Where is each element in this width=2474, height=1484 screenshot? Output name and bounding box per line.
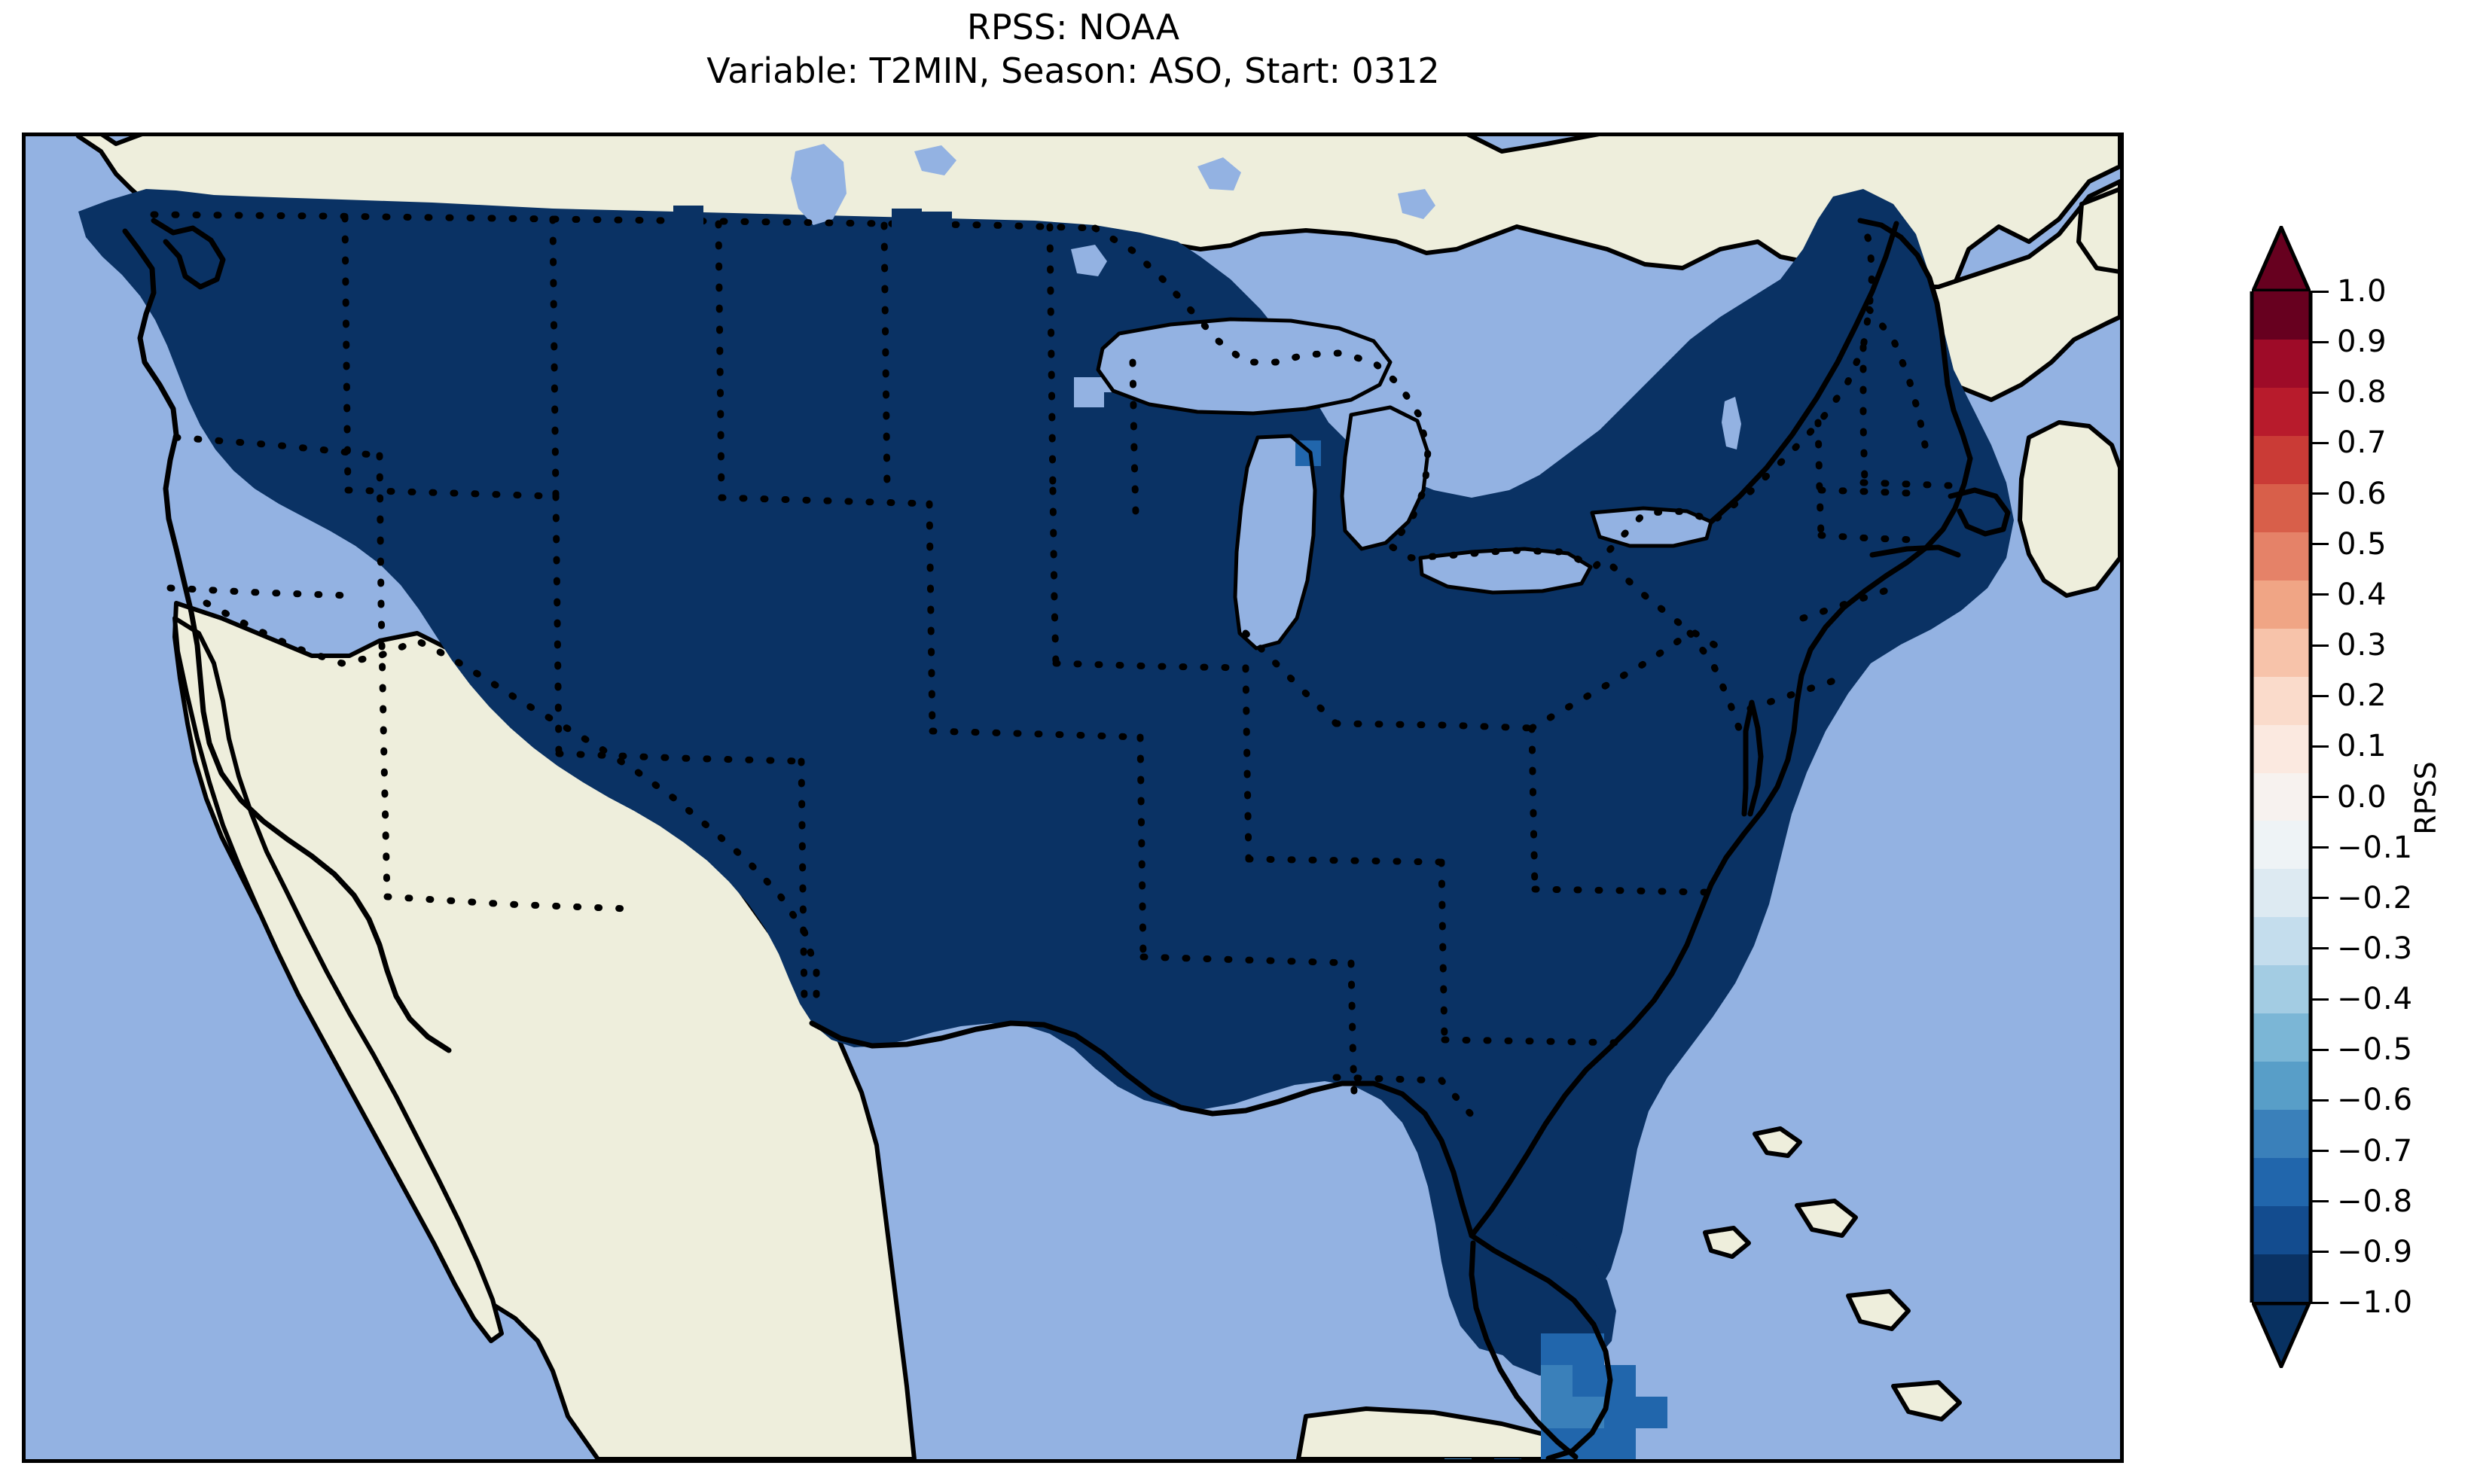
colorbar-tick-label: 0.6	[2337, 476, 2387, 511]
colorbar-tick-label: −0.6	[2337, 1083, 2414, 1118]
colorbar-segment	[2252, 965, 2311, 1014]
colorbar-tick-label: −0.1	[2337, 830, 2414, 865]
colorbar-tick	[2311, 897, 2329, 900]
colorbar-tick-label: 0.1	[2337, 729, 2387, 764]
colorbar-tick-label: 0.9	[2337, 325, 2387, 360]
colorbar-segment	[2252, 1110, 2311, 1159]
land-bahamas-2	[1795, 1199, 1858, 1238]
colorbar-segment	[2252, 1206, 2311, 1255]
colorbar-segment	[2252, 772, 2311, 822]
colorbar-tick	[2311, 1150, 2329, 1153]
colorbar-tick	[2311, 593, 2329, 596]
lake-superior	[1098, 319, 1390, 413]
colorbar-tick	[2311, 745, 2329, 748]
colorbar-tick	[2311, 694, 2329, 697]
colorbar-tick	[2311, 492, 2329, 495]
lake-huron	[1342, 407, 1428, 549]
lake-patch-canada-1	[1197, 157, 1241, 190]
data-cells-border-edge	[673, 206, 952, 231]
colorbar-segment	[2252, 1062, 2311, 1111]
colorbar-segment	[2252, 532, 2311, 581]
colorbar-tick-label: −0.9	[2337, 1234, 2414, 1269]
colorbar-segment	[2252, 435, 2311, 485]
colorbar-tick	[2311, 1200, 2329, 1203]
colorbar-tick-label: −0.7	[2337, 1133, 2414, 1169]
colorbar-tick-label: 0.8	[2337, 375, 2387, 410]
colorbar-gradient	[2252, 291, 2311, 1303]
figure-title: RPSS: NOAA Variable: T2MIN, Season: ASO,…	[0, 6, 2146, 93]
lake-ontario	[1592, 508, 1711, 546]
colorbar-segment	[2252, 917, 2311, 966]
colorbar-tick	[2311, 391, 2329, 394]
colorbar-tick	[2311, 340, 2329, 343]
lake-winnipeg	[791, 144, 847, 225]
colorbar-tick-label: 0.7	[2337, 425, 2387, 461]
title-line-1: RPSS: NOAA	[966, 7, 1180, 47]
colorbar-segment	[2252, 580, 2311, 629]
colorbar-tick	[2311, 947, 2329, 950]
title-line-2: Variable: T2MIN, Season: ASO, Start: 031…	[706, 50, 1440, 91]
land-bahamas-3	[1846, 1289, 1911, 1331]
colorbar-segment	[2252, 291, 2311, 340]
colorbar-segment	[2252, 339, 2311, 389]
colorbar-tick	[2311, 644, 2329, 647]
map-panel	[22, 133, 2124, 1463]
colorbar-axis-label: RPSS	[2409, 761, 2442, 835]
lake-champlain	[1722, 397, 1741, 449]
colorbar-tick-label: 0.4	[2337, 577, 2387, 612]
land-newfoundland	[2076, 187, 2120, 274]
colorbar-segment	[2252, 628, 2311, 678]
land-bahamas-5	[1703, 1226, 1751, 1259]
colorbar-tick-label: −0.4	[2337, 982, 2414, 1017]
colorbar-tick-label: −0.3	[2337, 931, 2414, 966]
land-baja-california	[172, 616, 504, 1343]
state-borders	[150, 211, 1954, 1119]
colorbar-tick	[2311, 1301, 2329, 1304]
colorbar-tick-label: 0.5	[2337, 526, 2387, 562]
colorbar-tick-label: 0.0	[2337, 779, 2387, 815]
colorbar-tick	[2311, 796, 2329, 798]
lake-erie	[1420, 549, 1591, 593]
colorbar-tick	[2311, 998, 2329, 1001]
colorbar-extend-top	[2252, 226, 2311, 292]
great-lakes	[791, 144, 1741, 648]
colorbar-segment	[2252, 1013, 2311, 1062]
colorbar-tick	[2311, 290, 2329, 293]
colorbar-tick	[2311, 441, 2329, 444]
colorbar-tick	[2311, 1048, 2329, 1051]
lake-of-the-woods	[1071, 245, 1107, 276]
colorbar-extend-bottom	[2252, 1302, 2311, 1368]
colorbar-segment	[2252, 676, 2311, 726]
coastlines	[122, 218, 2011, 1459]
colorbar-segment	[2252, 1158, 2311, 1207]
land-bahamas-4	[1891, 1380, 1962, 1422]
colorbar-tick-label: −0.2	[2337, 880, 2414, 916]
lake-great-bear-small	[1398, 189, 1435, 219]
colorbar-segment	[2252, 869, 2311, 918]
colorbar-tick	[2311, 1099, 2329, 1102]
land-bahamas-1	[1753, 1126, 1802, 1158]
colorbar-tick-label: 1.0	[2337, 274, 2387, 309]
land-nova-scotia	[2018, 420, 2120, 598]
colorbar-tick	[2311, 1251, 2329, 1254]
colorbar-tick	[2311, 846, 2329, 849]
colorbar-tick-label: −0.8	[2337, 1184, 2414, 1219]
colorbar-tick-label: −1.0	[2337, 1285, 2414, 1320]
colorbar-segment	[2252, 1254, 2311, 1303]
lake-patch-canada-2	[914, 145, 956, 175]
colorbar-tick-label: −0.5	[2337, 1032, 2414, 1068]
colorbar-tick-label: 0.2	[2337, 678, 2387, 714]
lake-michigan	[1235, 436, 1315, 648]
colorbar-segment	[2252, 387, 2311, 437]
colorbar: 1.0 0.9 0.8 0.7 0.6 0.5 0.4 0.3 0.2 0.1 0.0 −0.1 −0.…	[2248, 226, 2474, 1370]
colorbar-tick	[2311, 543, 2329, 546]
colorbar-segment	[2252, 483, 2311, 533]
colorbar-segment	[2252, 821, 2311, 870]
data-field-conus	[78, 189, 2014, 1356]
map-svg	[26, 136, 2120, 1459]
colorbar-tick-label: 0.3	[2337, 628, 2387, 663]
colorbar-segment	[2252, 724, 2311, 774]
